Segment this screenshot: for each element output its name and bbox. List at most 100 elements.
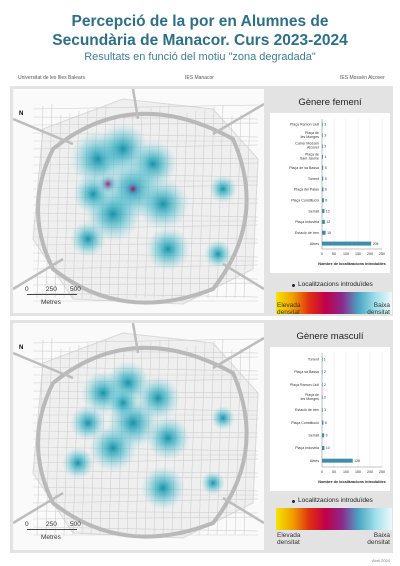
bar-chart-female: 0 50 100 150 200 250 Plaça Ramon Llull 3 Plaça d…: [270, 113, 390, 273]
category-label: Estació de tren: [295, 408, 319, 412]
value-label: 9: [326, 434, 328, 438]
density-hotspot: [146, 416, 190, 460]
density-hotspot: [201, 471, 225, 495]
x-tick-label: 150: [355, 470, 361, 474]
density-hotspot: [146, 227, 190, 271]
value-label: 2: [324, 396, 326, 400]
category-label: Altres: [310, 459, 319, 463]
category-label: Plaça de les Monges: [301, 131, 320, 139]
category-label: Plaça Constitució: [291, 421, 319, 425]
value-label: 4: [324, 155, 326, 159]
bar: [322, 122, 323, 127]
density-hotspot: [70, 405, 106, 441]
density-hotspot: [141, 466, 185, 510]
bar: [322, 187, 324, 192]
category-label: Plaça Industria: [295, 446, 319, 450]
category-label: Torrent: [308, 358, 319, 362]
density-hotspot: [62, 447, 94, 479]
category-label: Estació de tren: [295, 231, 319, 235]
north-arrow: N: [19, 345, 24, 351]
legend-low-density: Baixa densitat: [367, 302, 390, 316]
category-label: Plaça de Sant Jaume: [300, 152, 319, 160]
value-label: 205: [373, 242, 379, 246]
legend-high-density: Elevada densitat: [277, 302, 301, 316]
value-label: 2: [324, 370, 326, 374]
value-label: 5: [325, 177, 327, 181]
category-label: Torrent: [308, 177, 319, 181]
x-axis-label: Nombre de localitzacions introduïdes: [318, 262, 386, 266]
legend-high-density: Elevada densitat: [277, 532, 301, 546]
bar: [322, 446, 325, 450]
gender-title-female: Gènere femení: [298, 97, 362, 108]
x-tick-label: 250: [379, 470, 385, 474]
bar: [322, 176, 324, 181]
category-label: Plaça Industria: [295, 220, 319, 224]
x-tick-label: 150: [355, 252, 361, 256]
category-label: Plaça del Palau: [294, 188, 319, 192]
value-label: 3: [324, 144, 326, 148]
title-line-2: Secundària de Manacor. Curs 2023-2024: [52, 32, 348, 49]
scale-label-500: 500: [70, 521, 81, 528]
value-label: 8: [325, 198, 327, 202]
value-label: 1: [324, 358, 326, 362]
value-label: 15: [327, 231, 331, 235]
bar: [322, 420, 324, 425]
bar: [322, 370, 323, 374]
x-tick-label: 50: [332, 252, 336, 256]
scale-unit: Metres: [41, 299, 61, 306]
bar: [322, 144, 323, 149]
x-tick-label: 50: [332, 470, 336, 474]
ring-road: [36, 345, 249, 539]
value-label: 2: [324, 383, 326, 387]
scale-label-250: 250: [46, 521, 57, 528]
ring-road: [36, 111, 249, 305]
bar: [322, 395, 323, 400]
institution-ies-manacor: IES Manacor: [185, 75, 214, 81]
gender-title-male: Gènere masculí: [296, 331, 364, 342]
north-arrow: N: [19, 111, 24, 117]
x-tick-label: 200: [367, 470, 373, 474]
bar: [322, 133, 323, 138]
value-label: 6: [325, 188, 327, 192]
footer-date: Abril 2024: [371, 558, 390, 563]
bar: [322, 241, 372, 246]
category-label: Plaça Ramon Llull: [290, 383, 319, 387]
value-label: 3: [324, 408, 326, 412]
bar: [322, 357, 323, 362]
density-hotspot: [211, 406, 235, 430]
density-hotspot: [123, 179, 143, 199]
bar: [322, 458, 353, 463]
category-label: Serralt: [308, 209, 319, 213]
value-label: 10: [326, 446, 330, 450]
category-label: Plaça sa Bassa: [294, 370, 319, 374]
density-hotspot: [204, 240, 232, 268]
panel-female: N 0 250 500 Metres Gènere femení 0 50 100 1…: [10, 86, 393, 316]
access-roads: [13, 323, 264, 525]
density-map-male[interactable]: N 0 250 500 Metres: [13, 323, 264, 550]
scale-unit: Metres: [41, 534, 61, 541]
value-label: 10: [326, 209, 330, 213]
access-roads: [13, 89, 264, 291]
institution-ies-mossen-alcover: IES Mossèn Alcover: [340, 75, 385, 81]
legend-locations: Localitzacions introduïdes: [298, 497, 373, 504]
legend-low-density: Baixa densitat: [367, 532, 390, 546]
density-map-female[interactable]: N 0 250 500 Metres: [13, 89, 264, 313]
legend-locations: Localitzacions introduïdes: [298, 281, 373, 288]
x-tick-label: 200: [367, 252, 373, 256]
density-gradient-legend: [276, 508, 392, 530]
bar: [322, 154, 323, 159]
scale-label-0: 0: [25, 521, 29, 528]
location-marker-icon: [292, 500, 295, 503]
institution-uib: Universitat de les Illes Balears: [18, 75, 85, 81]
bar: [322, 433, 325, 438]
scale-label-250: 250: [46, 286, 57, 293]
value-label: 128: [354, 459, 360, 463]
location-marker-icon: [292, 284, 295, 287]
bar: [322, 219, 325, 224]
scale-label-0: 0: [25, 286, 29, 293]
x-tick-label: 100: [343, 252, 349, 256]
category-label: Serralt: [308, 434, 319, 438]
page-title: Percepció de la por en Alumnes de Secund…: [0, 12, 400, 50]
scale-label-500: 500: [70, 286, 81, 293]
x-tick-label: 100: [343, 470, 349, 474]
